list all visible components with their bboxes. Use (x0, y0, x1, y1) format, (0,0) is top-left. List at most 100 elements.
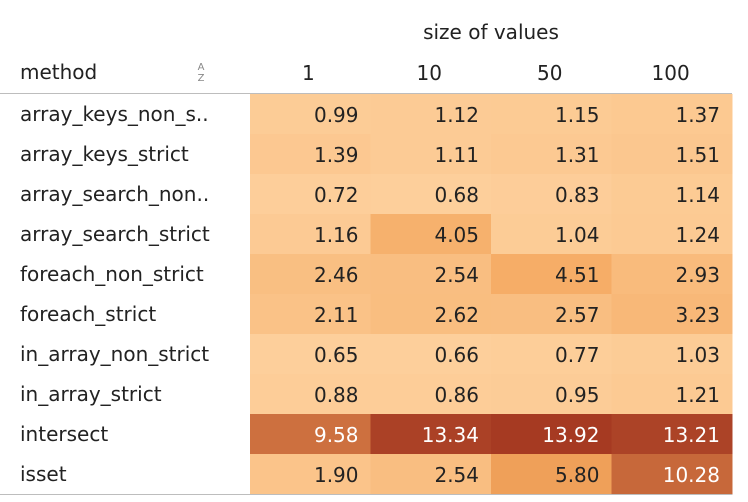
cell-value-label: 1.03 (675, 343, 720, 367)
heatmap-cell[interactable] (370, 174, 492, 215)
heatmap-cell[interactable] (611, 254, 733, 295)
heatmap-cell[interactable] (611, 374, 733, 415)
heatmap-cell[interactable] (250, 414, 371, 455)
cell-value-label: 1.21 (675, 383, 720, 407)
cell-value-label: 0.83 (555, 183, 600, 207)
cell-value-label: 1.14 (675, 183, 720, 207)
cell-value-label: 2.54 (434, 263, 479, 287)
cell-value-label: 2.62 (434, 303, 479, 327)
column-header-100: 100 (652, 61, 690, 85)
heatmap-cell[interactable] (491, 294, 612, 335)
cell-value-label: 2.57 (555, 303, 600, 327)
cell-value-label: 1.31 (555, 143, 600, 167)
heatmap-cell[interactable] (611, 94, 733, 135)
row-label: intersect (20, 422, 108, 446)
cell-value-label: 1.37 (675, 103, 720, 127)
cell-value-label: 1.04 (555, 223, 600, 247)
cell-value-label: 1.39 (314, 143, 359, 167)
cell-value-label: 4.51 (555, 263, 600, 287)
cell-value-label: 1.16 (314, 223, 359, 247)
heatmap-cell[interactable] (250, 174, 371, 215)
heatmap-cell[interactable] (611, 134, 733, 175)
heatmap-cell[interactable] (370, 334, 492, 375)
cell-value-label: 1.90 (314, 463, 359, 487)
heatmap-cell[interactable] (370, 134, 492, 175)
cell-value-label: 0.68 (434, 183, 479, 207)
cell-value-label: 0.65 (314, 343, 359, 367)
heatmap-cell[interactable] (491, 174, 612, 215)
cell-value-label: 0.66 (434, 343, 479, 367)
heatmap-cell[interactable] (370, 214, 492, 255)
cell-value-label: 1.12 (434, 103, 479, 127)
sort-alpha-icon[interactable]: A Z (194, 62, 208, 86)
cell-value-label: 2.11 (314, 303, 359, 327)
heatmap-cell[interactable] (491, 214, 612, 255)
heatmap-cell[interactable] (370, 294, 492, 335)
cell-value-label: 2.46 (314, 263, 359, 287)
heatmap-cell[interactable] (611, 174, 733, 215)
method-header: method (20, 60, 98, 84)
cell-value-label: 0.77 (555, 343, 600, 367)
cell-value-label: 13.34 (422, 423, 479, 447)
heatmap-cell[interactable] (491, 454, 612, 495)
cell-value-label: 5.80 (555, 463, 600, 487)
row-label: in_array_non_strict (20, 342, 209, 366)
heatmap-cell[interactable] (250, 294, 371, 335)
columns-title: size of values (423, 20, 559, 44)
row-label: foreach_non_strict (20, 262, 204, 286)
column-header-10: 10 (417, 61, 442, 85)
heatmap-cell[interactable] (250, 334, 371, 375)
cell-value-label: 10.28 (663, 463, 720, 487)
row-label: foreach_strict (20, 302, 156, 326)
column-header-50: 50 (537, 61, 562, 85)
row-label: in_array_strict (20, 382, 162, 406)
cell-value-label: 0.88 (314, 383, 359, 407)
cell-value-label: 1.11 (434, 143, 479, 167)
row-label: array_search_non.. (20, 182, 209, 206)
heatmap-cell[interactable] (250, 214, 371, 255)
cell-value-label: 13.92 (542, 423, 599, 447)
row-label: array_search_strict (20, 222, 210, 246)
heatmap-cell[interactable] (370, 454, 492, 495)
sort-icon-bottom-glyph: Z (197, 73, 205, 84)
cell-value-label: 2.54 (434, 463, 479, 487)
cell-value-label: 4.05 (434, 223, 479, 247)
cell-value-label: 2.93 (675, 263, 720, 287)
heatmap-cell[interactable] (611, 454, 733, 495)
cell-value-label: 9.58 (314, 423, 359, 447)
heatmap-cell[interactable] (250, 254, 371, 295)
cell-value-label: 0.99 (314, 103, 359, 127)
heatmap-cell[interactable] (611, 214, 733, 255)
heatmap-cell[interactable] (491, 334, 612, 375)
heatmap-cell[interactable] (491, 94, 612, 135)
column-header-1: 1 (302, 61, 315, 85)
heatmap-cell[interactable] (370, 374, 492, 415)
cell-value-label: 0.95 (555, 383, 600, 407)
sort-icon-top-glyph: A (197, 62, 205, 73)
heatmap-cell[interactable] (370, 414, 492, 455)
row-label: array_keys_strict (20, 142, 189, 166)
heatmap-cell[interactable] (370, 254, 492, 295)
cell-value-label: 3.23 (675, 303, 720, 327)
heatmap-cell[interactable] (250, 134, 371, 175)
heatmap-cell[interactable] (611, 294, 733, 335)
cell-value-label: 0.72 (314, 183, 359, 207)
cell-value-label: 0.86 (434, 383, 479, 407)
heatmap-cell[interactable] (491, 254, 612, 295)
cell-value-label: 1.15 (555, 103, 600, 127)
row-label: array_keys_non_s.. (20, 102, 209, 126)
cell-value-label: 13.21 (663, 423, 720, 447)
heatmap-cell[interactable] (611, 414, 733, 455)
cell-value-label: 1.24 (675, 223, 720, 247)
heatmap-cell[interactable] (370, 94, 492, 135)
heatmap-cell[interactable] (250, 94, 371, 135)
row-label: isset (20, 462, 67, 486)
heatmap-cell[interactable] (250, 454, 371, 495)
heatmap-cell[interactable] (611, 334, 733, 375)
cell-value-label: 1.51 (675, 143, 720, 167)
heatmap-cell[interactable] (491, 134, 612, 175)
heatmap-cell[interactable] (250, 374, 371, 415)
heatmap-cell[interactable] (491, 374, 612, 415)
heatmap-cell[interactable] (491, 414, 612, 455)
